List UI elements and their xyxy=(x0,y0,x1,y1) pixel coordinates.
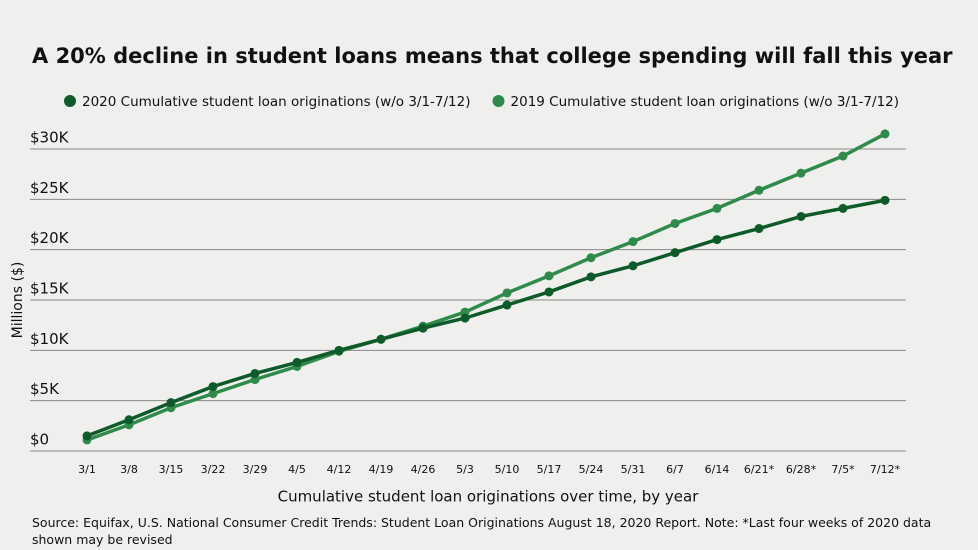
x-tick-label: 4/5 xyxy=(288,463,306,476)
x-tick-label: 5/10 xyxy=(495,463,520,476)
point xyxy=(880,195,890,205)
x-tick-label: 4/26 xyxy=(411,463,436,476)
legend-marker xyxy=(64,95,76,107)
x-tick-label: 5/24 xyxy=(579,463,604,476)
x-tick-label: 6/28* xyxy=(786,463,817,476)
legend-marker xyxy=(492,95,505,107)
point xyxy=(796,168,806,178)
point xyxy=(334,345,344,355)
legend-label: 2020 Cumulative student loan origination… xyxy=(82,94,471,110)
series-line xyxy=(86,132,886,442)
y-tick-label: $5K xyxy=(30,380,60,398)
x-tick-label: 5/3 xyxy=(456,463,474,476)
x-tick-label: 3/1 xyxy=(78,463,96,476)
point xyxy=(838,151,848,161)
point xyxy=(586,253,596,263)
x-axis-label: Cumulative student loan originations ove… xyxy=(278,488,700,506)
x-tick-label: 3/22 xyxy=(201,463,226,476)
point xyxy=(208,389,218,399)
point xyxy=(796,211,806,221)
point xyxy=(544,287,554,297)
x-tick-label: 4/19 xyxy=(369,463,394,476)
y-axis-label: Millions ($) xyxy=(10,262,26,339)
point xyxy=(754,224,764,234)
point xyxy=(292,357,302,367)
x-tick-label: 6/14 xyxy=(705,463,730,476)
x-tick-label: 6/7 xyxy=(666,463,684,476)
point xyxy=(712,203,722,213)
x-tick-label: 7/12* xyxy=(870,463,901,476)
point xyxy=(502,300,512,310)
point xyxy=(376,334,386,344)
y-tick-label: $0 xyxy=(30,431,49,449)
x-tick-label: 5/31 xyxy=(621,463,646,476)
point xyxy=(166,398,176,408)
point xyxy=(502,288,512,298)
point xyxy=(586,272,596,282)
x-tick-label: 3/8 xyxy=(120,463,138,476)
y-tick-label: $20K xyxy=(30,229,70,247)
point xyxy=(208,382,218,392)
point xyxy=(460,313,470,323)
series-line xyxy=(86,198,886,438)
x-tick-label: 6/21* xyxy=(744,463,775,476)
legend-label: 2019 Cumulative student loan origination… xyxy=(511,94,900,110)
y-tick-label: $30K xyxy=(30,129,70,147)
y-tick-label: $10K xyxy=(30,330,70,348)
point xyxy=(628,237,638,247)
chart-title: A 20% decline in student loans means tha… xyxy=(32,44,953,68)
x-tick-label: 3/29 xyxy=(243,463,268,476)
y-tick-label: $25K xyxy=(30,179,70,197)
source-note: Source: Equifax, U.S. National Consumer … xyxy=(32,515,932,547)
point xyxy=(838,203,848,213)
point xyxy=(418,323,428,333)
point xyxy=(880,129,890,139)
point xyxy=(628,261,638,271)
x-tick-label: 5/17 xyxy=(537,463,562,476)
point xyxy=(124,415,134,425)
point xyxy=(754,185,764,195)
chart: A 20% decline in student loans means tha… xyxy=(10,44,953,506)
x-tick-label: 4/12 xyxy=(327,463,352,476)
x-tick-label: 7/5* xyxy=(831,463,855,476)
y-tick-label: $15K xyxy=(30,280,70,298)
point xyxy=(670,248,680,258)
point xyxy=(544,271,554,281)
point xyxy=(82,431,92,441)
x-tick-label: 3/15 xyxy=(159,463,184,476)
point xyxy=(250,368,260,378)
point xyxy=(712,235,722,245)
point xyxy=(670,218,680,228)
